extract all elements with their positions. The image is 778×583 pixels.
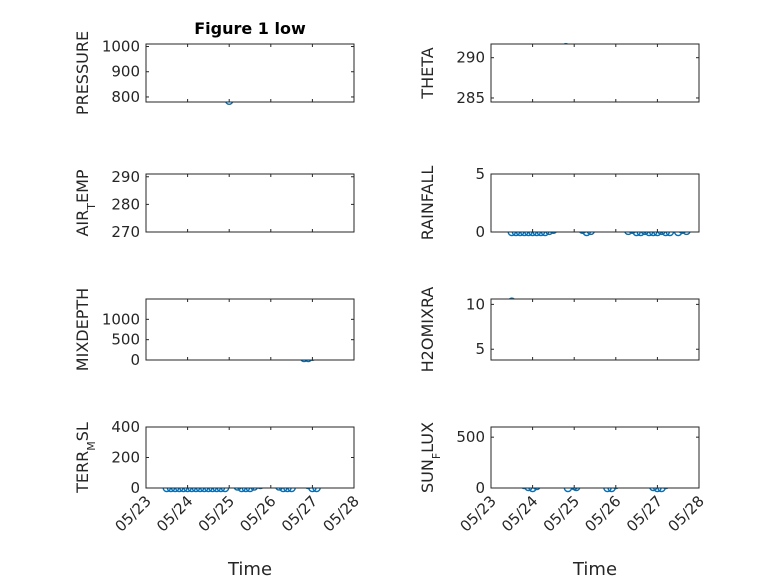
x-tick-label: 05/25 [540,492,583,535]
subplot-4: 5 0 RAINFALL [418,165,700,241]
y-axis-label: PRESSURE [73,31,92,115]
y-tick-label: 285 [456,89,485,107]
y-axis-label: TERRMSL [73,422,98,494]
y-tick-label: 800 [111,88,140,106]
axes-frame [145,173,355,233]
y-axis-label: H2OMIXRA [418,287,437,373]
x-tick-label: 05/27 [278,492,321,535]
x-tick-label: 05/26 [236,492,279,535]
y-tick-label: 290 [111,168,140,186]
subplot-6: 10 5 H2OMIXRA [418,287,700,373]
x-axis-label: Time [227,559,272,580]
y-tick-label: 270 [111,223,140,241]
x-tick-label: 05/28 [320,492,363,535]
y-axis-label: MIXDEPTH [73,288,92,371]
axes-frame [490,298,700,361]
subplot-1: 1000 900 800 PRESSURE Figure 1 low [73,19,355,115]
axes-frame [490,173,700,233]
x-tick-label: 05/23 [112,492,155,535]
subplot-5: 1000 500 0 MIXDEPTH [73,288,355,371]
y-tick-label: 5 [475,165,485,183]
subplot-2: 290 285 THETA [418,42,700,107]
y-tick-label: 900 [111,63,140,81]
x-axis-label: Time [572,559,617,580]
chart-title: Figure 1 low [194,19,306,38]
y-tick-label: 1000 [102,38,140,56]
y-tick-label: 5 [475,340,485,358]
y-tick-label: 0 [475,479,485,497]
x-tick-label: 05/27 [623,492,666,535]
y-tick-label: 1000 [102,310,140,328]
x-tick-label: 05/26 [581,492,624,535]
x-tick-label: 05/28 [665,492,708,535]
y-tick-label: 0 [130,479,140,497]
y-tick-label: 200 [111,449,140,467]
y-tick-label: 0 [475,223,485,241]
y-axis-label: SUNFLUX [418,422,443,493]
y-tick-label: 500 [456,428,485,446]
x-tick-label: 05/23 [457,492,500,535]
y-tick-label: 500 [111,331,140,349]
axes-frame [490,426,700,489]
y-tick-label: 290 [456,49,485,67]
y-tick-label: 280 [111,195,140,213]
x-tick-label: 05/25 [195,492,238,535]
axes-frame [490,43,700,103]
y-axis-label: THETA [418,47,437,99]
y-axis-label: RAINFALL [418,166,437,241]
subplot-3: 290 280 270 AIRTEMP [73,168,355,241]
axes-frame [145,426,355,489]
x-tick-label: 05/24 [498,492,541,535]
axes-frame [145,43,355,103]
x-tick-label: 05/24 [153,492,196,535]
axes-frame [145,298,355,361]
y-tick-label: 0 [130,351,140,369]
y-tick-label: 400 [111,418,140,436]
y-tick-label: 10 [466,295,485,313]
y-axis-label: AIRTEMP [73,169,98,236]
